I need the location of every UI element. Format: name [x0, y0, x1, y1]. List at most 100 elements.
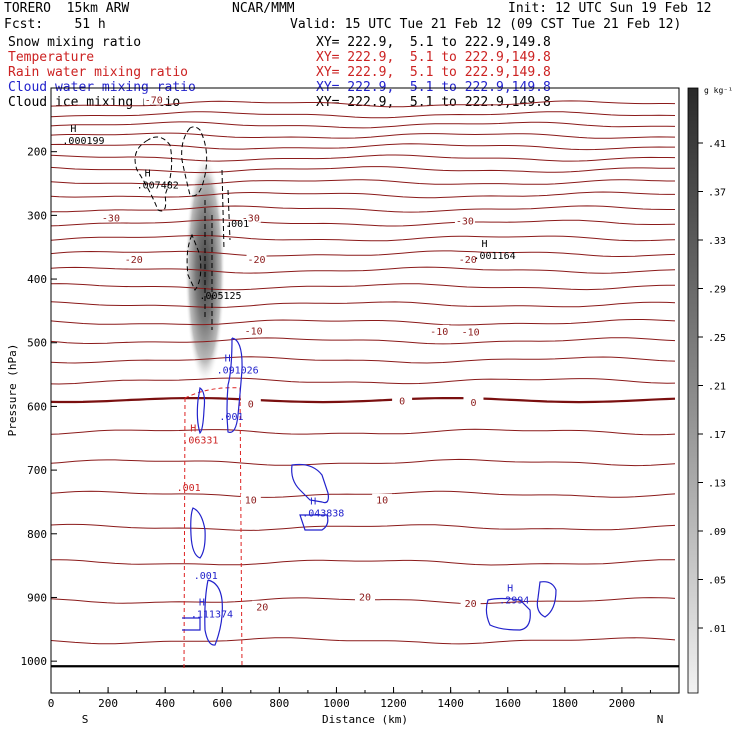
- x-tick-label: 1000: [323, 697, 350, 710]
- temp-label: 20: [256, 603, 268, 614]
- isotherm-line: [50, 100, 676, 108]
- x-tick-label: 1400: [437, 697, 464, 710]
- y-tick-label: 800: [27, 528, 47, 541]
- isotherm-line: [50, 250, 676, 258]
- cw-contour-5: [190, 507, 206, 559]
- x-tick-label: 200: [98, 697, 118, 710]
- temp-label: 20: [465, 599, 477, 610]
- cloud-ice-contours: [134, 126, 231, 330]
- max-value: .001: [225, 219, 249, 230]
- temp-label: 10: [245, 496, 257, 507]
- isotherm-line: [50, 111, 676, 119]
- temp-label: -20: [125, 255, 143, 266]
- x-tick-label: 400: [155, 697, 175, 710]
- temp-label: -10: [462, 328, 480, 339]
- field-xy-temp: XY= 222.9, 5.1 to 222.9,149.8: [316, 50, 551, 65]
- temp-label: -70: [145, 96, 163, 107]
- cw-contour-7: [485, 597, 531, 631]
- temp-label-bg: [252, 600, 273, 612]
- temp-label-bg: [454, 214, 475, 226]
- colorbar-tick-label: .29: [708, 285, 726, 296]
- isotherm-line: [50, 179, 675, 186]
- y-tick-label: 500: [27, 337, 47, 350]
- max-value: .091026: [217, 365, 259, 376]
- field-label-temp: Temperature: [8, 50, 95, 65]
- temp-label: -10: [245, 326, 263, 337]
- isotherm-line: [50, 154, 676, 162]
- max-value: .06331: [182, 435, 218, 446]
- temp-label-bg: [143, 93, 164, 105]
- field-label-snow: Snow mixing ratio: [8, 35, 142, 50]
- rain-contour-right: [239, 387, 243, 669]
- temp-label-bg: [463, 396, 484, 408]
- max-value: .001164: [473, 251, 515, 262]
- temp-label-bg: [392, 394, 413, 406]
- y-tick-label: 200: [27, 146, 47, 159]
- cw-contour-8: [536, 581, 557, 618]
- temp-label-bg: [240, 493, 261, 505]
- rain-water-contours: [183, 387, 243, 669]
- max-value: .001: [194, 571, 218, 582]
- temp-label: -20: [247, 255, 265, 266]
- isotherm-line: [50, 121, 676, 129]
- isotherm-line: [50, 283, 675, 291]
- cw-contour-6: [182, 579, 223, 646]
- isotherm-line: [50, 319, 676, 326]
- rain-contour-left: [183, 397, 186, 669]
- isotherm-line: [50, 428, 676, 436]
- isotherm-line: [50, 143, 675, 151]
- y-tick-label: 900: [27, 591, 47, 604]
- temp-label-bg: [372, 493, 393, 505]
- x-tick-label: 0: [48, 697, 55, 710]
- isotherm-line: [51, 559, 675, 566]
- x-tick-label: 1200: [380, 697, 407, 710]
- temp-label: -20: [459, 255, 477, 266]
- max-marker: H: [225, 353, 231, 364]
- max-marker: H: [70, 124, 76, 135]
- isotherm-line: [50, 191, 675, 199]
- freezing-level-line: [50, 397, 676, 404]
- ice-contour-c: [186, 233, 202, 291]
- x-tick-label: 800: [269, 697, 289, 710]
- colorbar-tick-label: .09: [708, 527, 726, 538]
- max-value: .001: [219, 412, 243, 423]
- colorbar: [687, 87, 699, 694]
- field-xy-snow: XY= 222.9, 5.1 to 222.9,149.8: [316, 35, 551, 50]
- ice-contour-d: [204, 200, 213, 330]
- isotherm-line: [50, 166, 675, 174]
- temp-label: -30: [242, 214, 260, 225]
- cw-contour-3: [291, 463, 329, 504]
- ice-contour-a: [134, 136, 173, 212]
- colorbar-tick-label: .01: [708, 624, 726, 635]
- cw-contour-2: [196, 386, 206, 435]
- temp-label-bg: [123, 252, 144, 264]
- temp-label: -30: [102, 214, 120, 225]
- north-label: N: [657, 713, 664, 726]
- cw-contour-4: [299, 514, 329, 531]
- rain-contour-top: [184, 387, 241, 399]
- isotherm-group: [50, 100, 679, 668]
- max-value: .005125: [199, 291, 241, 302]
- max-value: .001: [177, 483, 201, 494]
- isotherm-line: [50, 132, 676, 139]
- temp-label: 20: [359, 592, 371, 603]
- temp-label-bg: [243, 324, 264, 336]
- field-label-rain: Rain water mixing ratio: [8, 65, 189, 80]
- isotherm-line: [50, 205, 675, 213]
- colorbar-tick-label: .17: [708, 430, 726, 441]
- colorbar-tick-label: .05: [708, 576, 726, 587]
- temp-label: 10: [376, 496, 388, 507]
- valid-time: Valid: 15 UTC Tue 21 Feb 12 (09 CST Tue …: [290, 17, 682, 32]
- temp-label: 0: [399, 396, 405, 407]
- isotherm-line: [50, 490, 676, 498]
- ice-contour-e: [221, 169, 231, 251]
- max-marker: H: [199, 597, 205, 608]
- isotherm-line: [50, 219, 676, 227]
- temp-label: 0: [248, 400, 254, 411]
- temp-label-bg: [429, 324, 450, 336]
- south-label: S: [82, 713, 89, 726]
- max-value: .111374: [191, 609, 233, 620]
- max-marker: H: [310, 497, 316, 508]
- max-value: .007482: [137, 181, 179, 192]
